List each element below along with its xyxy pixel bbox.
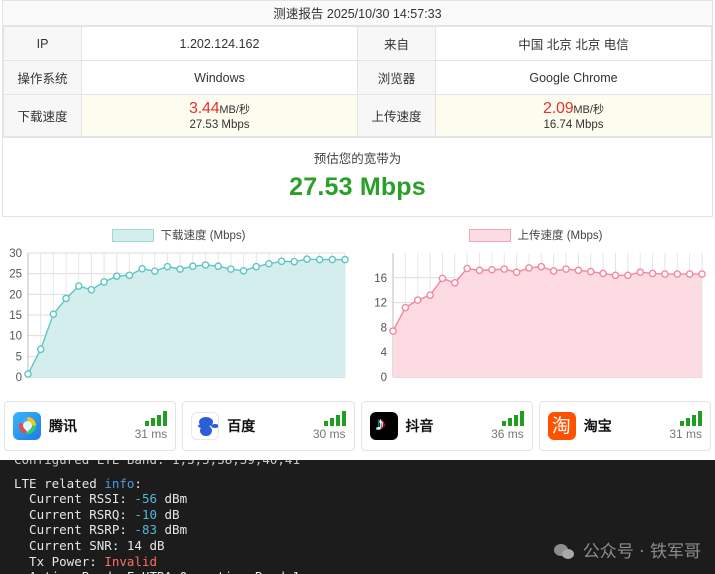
upload-speed-value: 2.09MB/秒 16.74 Mbps [435,94,712,137]
svg-text:15: 15 [9,310,22,322]
ping-site-name: 淘宝 [583,418,612,434]
download-legend-label: 下载速度 (Mbps) [160,230,246,242]
terminal-line: Current RSRP: -83 dBm [14,522,188,538]
svg-text:25: 25 [9,269,22,281]
bandwidth-estimate-caption: 预估您的宽带为 [313,152,402,166]
upload-legend-swatch [468,228,511,242]
ping-card-tencent[interactable]: 腾讯 31 ms [4,401,177,451]
ip-label: IP [3,26,82,61]
terminal-line: Current RSSI: -56 dBm [14,491,188,507]
table-row-speed: 下载速度 3.44MB/秒 27.53 Mbps 上传速度 2.09MB/秒 1… [3,94,712,137]
upload-speed-number: 2.09 [543,100,574,117]
signal-bars-icon [680,411,702,426]
svg-text:20: 20 [9,289,22,301]
terminal-output: LTE related info: Current RSSI: -56 dBm … [14,476,715,574]
terminal-line-cut: Configured LTE Band: 1,3,5,38,39,40,41 [14,460,715,468]
download-speed-value: 3.44MB/秒 27.53 Mbps [81,94,358,137]
download-chart-legend: 下载速度 (Mbps) [0,225,357,245]
download-speed-mbps: 27.53 Mbps [189,119,250,131]
upload-legend-label: 上传速度 (Mbps) [517,230,603,242]
browser-label: 浏览器 [357,60,436,95]
browser-value: Google Chrome [435,60,712,95]
download-chart-plot: 0 5 10 15 20 25 30 [9,248,349,384]
download-speed-label: 下载速度 [3,94,82,137]
upload-speed-label: 上传速度 [357,94,436,137]
os-value: Windows [81,60,358,95]
baidu-icon [191,412,220,440]
ping-site-name: 抖音 [405,418,434,434]
ping-latency: 31 ms [669,427,702,441]
wechat-icon [553,544,576,562]
ping-result: 31 ms [669,411,702,441]
report-title: 测速报告 2025/10/30 14:57:33 [3,0,712,26]
charts-row: 下载速度 (Mbps) 0 5 10 15 20 25 30 上传速度 (Mbps) 0 4 8… [0,225,715,395]
svg-text:0: 0 [16,372,22,384]
ping-latency: 36 ms [491,427,524,441]
ping-card-baidu[interactable]: 百度 30 ms [182,401,355,451]
tencent-icon [13,412,41,440]
svg-text:4: 4 [381,347,388,359]
from-label: 来自 [357,26,436,61]
douyin-icon [369,412,398,440]
terminal-line: LTE related info: [14,475,142,491]
svg-text:30: 30 [9,248,22,260]
terminal-line: Active Band: E-UTRA Operating Band 1 [14,569,715,574]
bandwidth-estimate: 预估您的宽带为 27.53 Mbps [3,137,712,216]
table-row: IP 1.202.124.162 来自 中国 北京 北京 电信 [3,26,712,61]
os-label: 操作系统 [3,60,82,95]
upload-speed-mbps: 16.74 Mbps [543,119,604,131]
info-table: IP 1.202.124.162 来自 中国 北京 北京 电信 操作系统 Win… [3,26,712,137]
download-speed-number: 3.44 [189,100,220,117]
ping-card-taobao[interactable]: 淘宝 31 ms [538,401,711,451]
svg-text:10: 10 [9,331,22,343]
svg-text:5: 5 [16,351,22,363]
bandwidth-estimate-value: 27.53 Mbps [289,173,426,201]
ping-latency: 31 ms [134,427,168,441]
ping-card-douyin[interactable]: 抖音 36 ms [360,401,533,451]
upload-chart-legend: 上传速度 (Mbps) [357,225,714,245]
signal-bars-icon [501,411,524,426]
svg-text:0: 0 [381,372,387,384]
watermark-text: 公众号 · 铁军哥 [582,542,701,563]
svg-text:12: 12 [374,298,387,310]
taobao-icon [547,412,576,440]
terminal-line: Current RSRQ: -10 dB [14,506,180,522]
ping-latency: 30 ms [312,427,346,441]
signal-bars-icon [323,411,346,426]
report-card: 测速报告 2025/10/30 14:57:33 IP 1.202.124.16… [2,0,713,217]
ping-result: 31 ms [135,411,168,441]
terminal-line: Tx Power: Invalid [14,553,157,569]
download-chart: 下载速度 (Mbps) 0 5 10 15 20 25 30 [0,225,357,395]
ping-site-name: 腾讯 [49,418,77,434]
upload-chart: 上传速度 (Mbps) 0 4 8 12 16 [357,225,714,395]
ping-result: 30 ms [313,411,346,441]
download-speed-unit: MB/秒 [219,104,250,116]
ping-cards-row: 腾讯 31 ms 百度 30 ms 抖音 36 ms 淘宝 31 ms [0,395,715,455]
upload-speed-unit: MB/秒 [573,104,604,116]
terminal-panel[interactable]: Configured LTE Band: 1,3,5,38,39,40,41 L… [0,460,715,574]
watermark: 公众号 · 铁军哥 [553,542,701,563]
ping-result: 36 ms [491,411,524,441]
signal-bars-icon [145,411,168,426]
table-row: 操作系统 Windows 浏览器 Google Chrome [3,60,712,95]
terminal-line: Current SNR: 14 dB [14,537,165,553]
ping-site-name: 百度 [227,418,256,434]
svg-text:16: 16 [374,273,387,285]
from-value: 中国 北京 北京 电信 [435,26,712,61]
download-legend-swatch [111,228,154,242]
ip-value: 1.202.124.162 [81,26,358,61]
svg-text:8: 8 [381,322,387,334]
upload-chart-plot: 0 4 8 12 16 [374,253,706,384]
